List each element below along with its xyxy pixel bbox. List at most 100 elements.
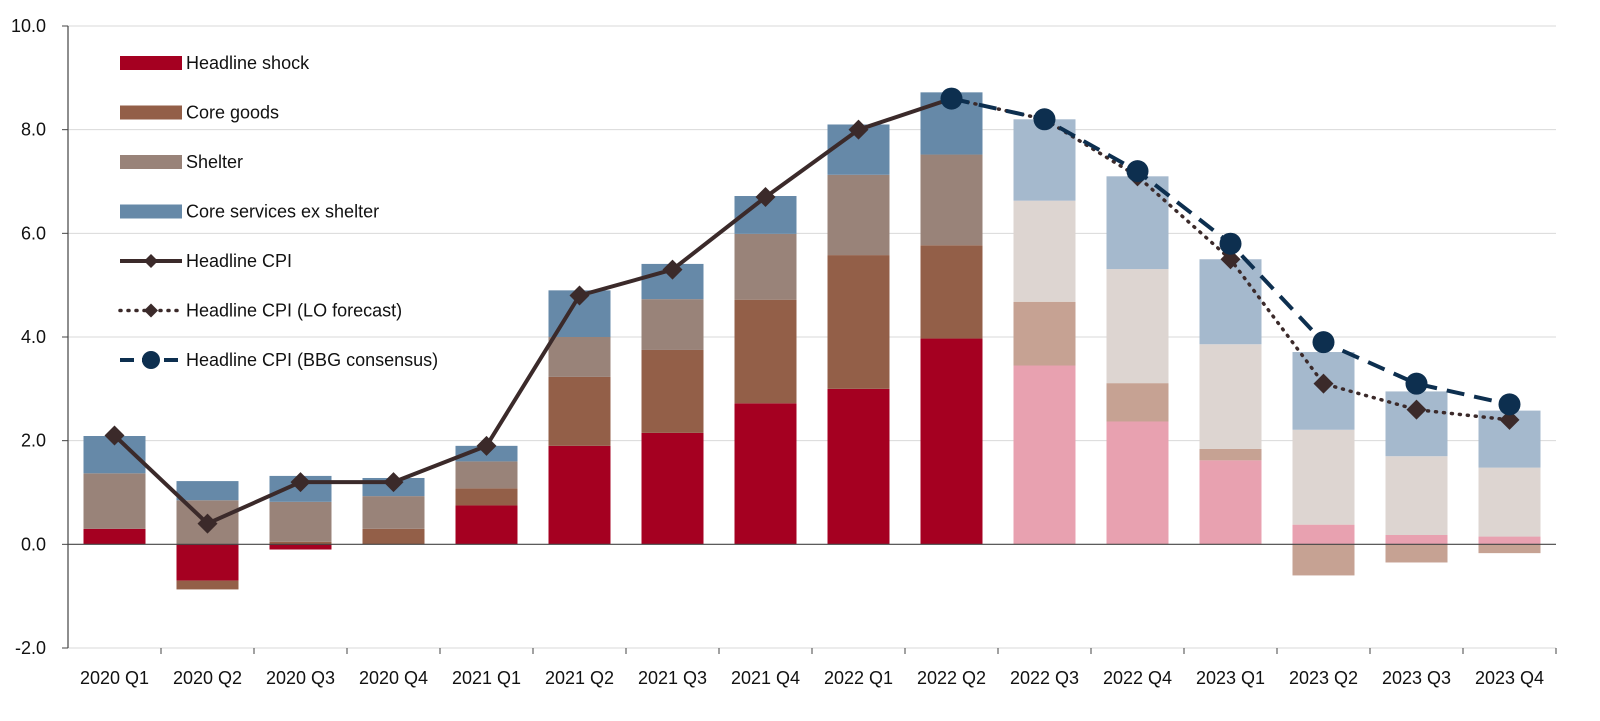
bar-segment — [641, 349, 704, 433]
bar-segment — [1106, 269, 1169, 384]
diamond-marker — [104, 425, 125, 446]
y-tick-label: 0.0 — [21, 534, 46, 554]
bar-segment — [1292, 544, 1355, 576]
bar-segment — [1478, 467, 1541, 537]
bar-segment — [455, 488, 518, 506]
x-tick-label: 2023 Q2 — [1289, 668, 1358, 688]
bar-segment — [455, 461, 518, 489]
bar-segment — [827, 255, 890, 389]
bar-segment — [176, 580, 239, 590]
circle-marker — [1498, 393, 1521, 416]
bar-segment — [1013, 365, 1076, 545]
legend: Headline shock Core goods Shelter Core serv… — [118, 53, 438, 370]
bar-segment — [1013, 301, 1076, 366]
x-tick-label: 2023 Q3 — [1382, 668, 1451, 688]
x-tick-label: 2022 Q4 — [1103, 668, 1172, 688]
bar-segment — [1292, 429, 1355, 525]
gridlines — [68, 25, 1556, 649]
diamond-marker — [290, 472, 311, 493]
y-tick-label: 8.0 — [21, 120, 46, 140]
legend-swatch — [120, 204, 182, 219]
diamond-marker — [1313, 373, 1334, 394]
bars — [83, 92, 1541, 590]
bar-segment — [920, 245, 983, 339]
diamond-marker — [1406, 399, 1427, 420]
legend-swatch — [120, 105, 182, 120]
bar-segment — [734, 233, 797, 300]
y-tick-label: 2.0 — [21, 431, 46, 451]
bar-segment — [1013, 200, 1076, 302]
diamond-marker — [848, 119, 869, 140]
bar-segment — [1385, 535, 1448, 545]
x-tick-label: 2021 Q2 — [545, 668, 614, 688]
y-tick-label: -2.0 — [15, 638, 46, 658]
bar-segment — [641, 299, 704, 350]
axes: -2.0 0.0 2.0 4.0 6.0 8.0 10.0 2020 Q1 2020 Q2 202… — [11, 16, 1557, 688]
bar-segment — [1106, 383, 1169, 422]
bar-segment — [1199, 460, 1262, 545]
x-tick-label: 2021 Q1 — [452, 668, 521, 688]
diamond-marker — [662, 259, 683, 280]
diamond-marker — [144, 303, 158, 318]
legend-label: Shelter — [186, 152, 243, 172]
diamond-marker — [1499, 409, 1520, 430]
circle-marker — [1033, 108, 1056, 131]
circle-marker — [1219, 232, 1242, 255]
legend-swatch — [120, 56, 182, 70]
x-tick-label: 2020 Q2 — [173, 668, 242, 688]
bar-segment — [1199, 344, 1262, 449]
x-tick-label: 2022 Q3 — [1010, 668, 1079, 688]
legend-marker — [142, 351, 160, 369]
bar-segment — [83, 473, 146, 529]
x-tick-label: 2020 Q1 — [80, 668, 149, 688]
x-tick-label: 2023 Q4 — [1475, 668, 1544, 688]
y-tick-label: 4.0 — [21, 327, 46, 347]
bar-segment — [1385, 544, 1448, 563]
diamond-marker — [569, 285, 590, 306]
bar-segment — [362, 496, 425, 529]
bar-segment — [641, 432, 704, 545]
bar-segment — [734, 299, 797, 404]
legend-label: Core services ex shelter — [186, 202, 379, 222]
diamond-marker — [197, 513, 218, 534]
legend-swatch — [120, 155, 182, 169]
lines — [104, 87, 1521, 534]
x-tick-label: 2021 Q4 — [731, 668, 800, 688]
diamond-marker — [144, 254, 158, 268]
legend-label: Core goods — [186, 103, 279, 123]
x-tick-label: 2020 Q4 — [359, 668, 428, 688]
bar-segment — [176, 544, 239, 581]
bar-segment — [1292, 524, 1355, 545]
circle-marker — [1405, 372, 1428, 395]
x-tick-label: 2021 Q3 — [638, 668, 707, 688]
legend-label: Headline shock — [186, 53, 310, 73]
x-tick-label: 2023 Q1 — [1196, 668, 1265, 688]
bar-segment — [1478, 536, 1541, 545]
bar-segment — [362, 528, 425, 545]
legend-label: Headline CPI — [186, 251, 292, 271]
bar-segment — [176, 481, 239, 501]
circle-marker — [1312, 331, 1335, 354]
bar-segment — [1199, 259, 1262, 345]
bar-segment — [83, 528, 146, 545]
x-tick-label: 2020 Q3 — [266, 668, 335, 688]
diamond-marker — [755, 187, 776, 208]
legend-label: Headline CPI (BBG consensus) — [186, 350, 438, 370]
bar-segment — [827, 388, 890, 545]
diamond-marker — [383, 472, 404, 493]
bar-segment — [1478, 544, 1541, 554]
bar-segment — [827, 174, 890, 256]
bar-segment — [269, 501, 332, 542]
bar-segment — [920, 338, 983, 545]
legend-label: Headline CPI (LO forecast) — [186, 301, 402, 321]
circle-marker — [1126, 160, 1149, 183]
bar-segment — [455, 505, 518, 545]
bar-segment — [1385, 456, 1448, 536]
bar-segment — [269, 541, 332, 545]
circle-marker — [940, 87, 963, 110]
bar-segment — [269, 544, 332, 550]
diamond-marker — [1220, 249, 1241, 270]
bar-segment — [920, 154, 983, 246]
